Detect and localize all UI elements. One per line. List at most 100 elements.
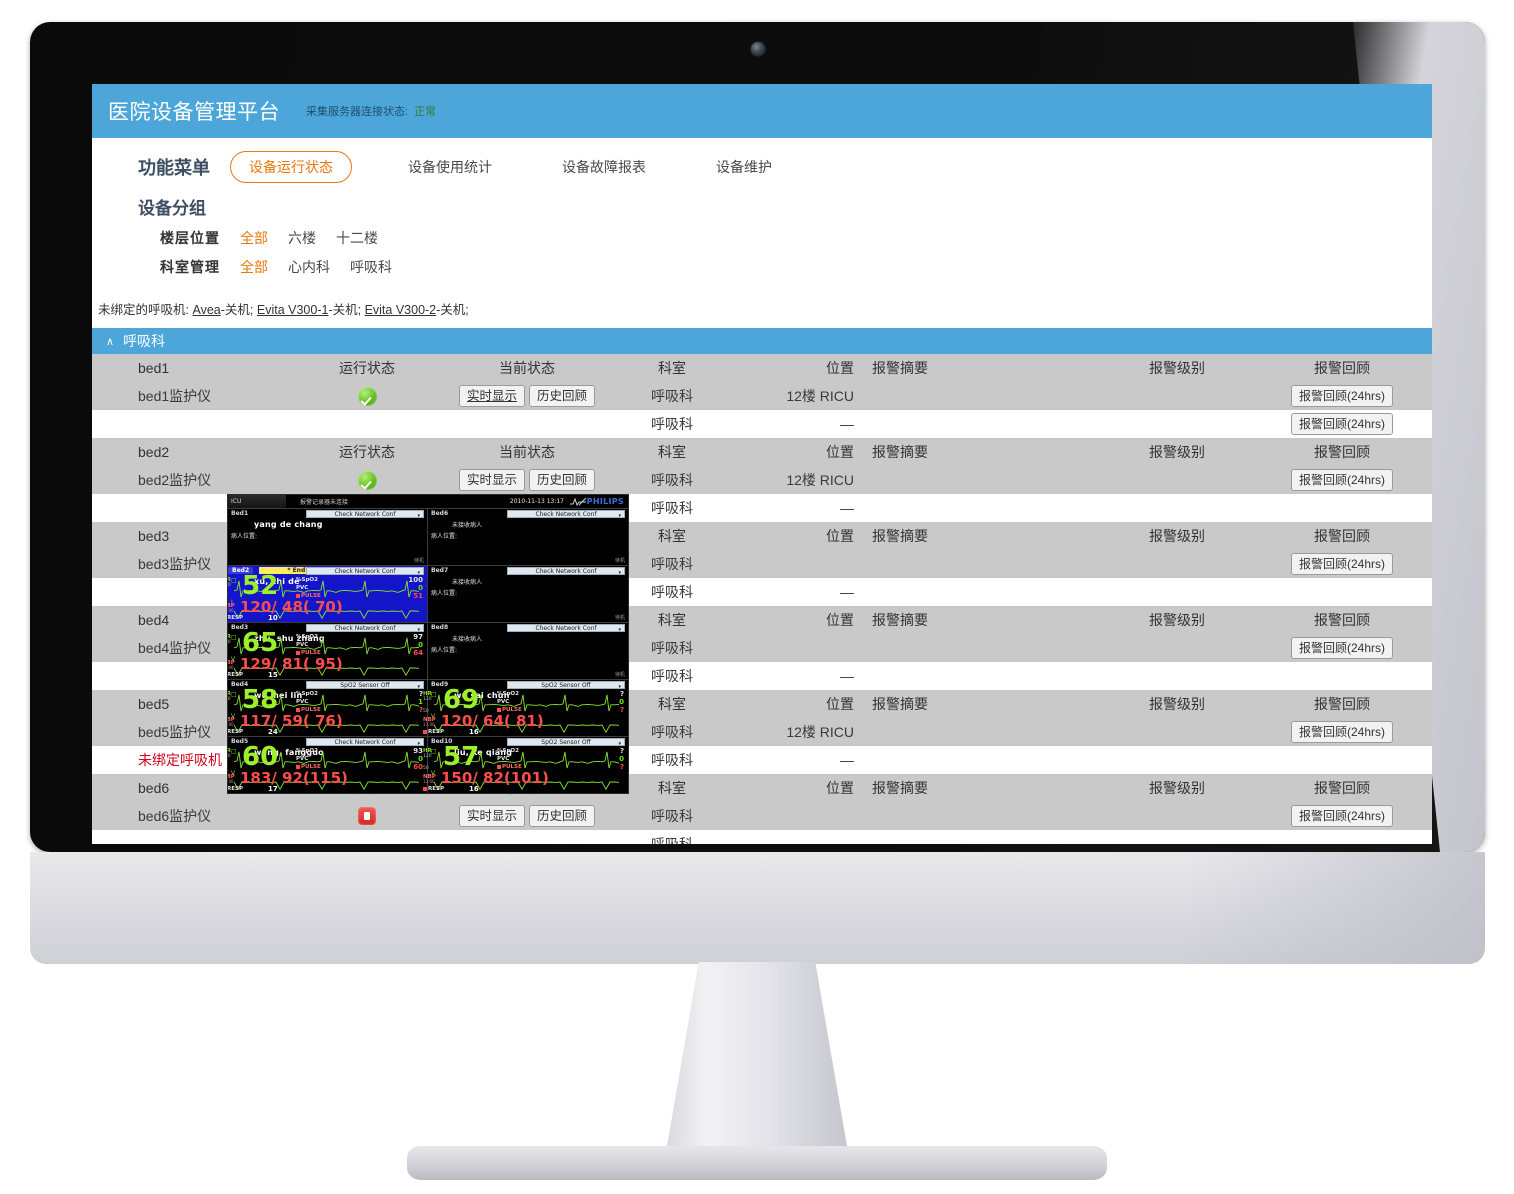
chevron-down-icon: ▾	[417, 741, 420, 747]
alarm-review-24hrs-button[interactable]: 报警回顾(24hrs)	[1290, 804, 1393, 828]
table-header-alarm-level: 报警级别	[1149, 696, 1205, 712]
table-header-department: 科室	[658, 528, 686, 544]
unbound-location-cell: —	[840, 836, 854, 844]
monitor-config-dropdown[interactable]: SpO2 Sensor Off ▾	[306, 681, 424, 690]
history-review-button[interactable]: 历史回顾	[529, 384, 596, 408]
unbound-ventilator-link-evita-v300-1[interactable]: Evita V300-1	[256, 303, 329, 317]
tab-device-usage-stats[interactable]: 设备使用统计	[408, 159, 492, 175]
realtime-display-button[interactable]: 实时显示	[458, 804, 525, 828]
monitor-pulse-label: PULSE	[296, 650, 321, 656]
monitor-config-dropdown[interactable]: Check Network Conf ▾	[306, 567, 424, 576]
monitor-nbp-label: NBP	[227, 660, 235, 666]
department-cell: 呼吸科	[651, 724, 693, 740]
alarm-review-24hrs-button[interactable]: 报警回顾(24hrs)	[1290, 412, 1393, 436]
alarm-review-24hrs-button[interactable]: 报警回顾(24hrs)	[1290, 636, 1393, 660]
waveform-icon	[570, 497, 586, 506]
monitor-hr-low-limit: 50	[423, 709, 429, 714]
monitor-lead-marker-ii: □	[431, 691, 437, 698]
monitor-config-dropdown[interactable]: Check Network Conf ▾	[507, 510, 625, 519]
unbound-run-status-cell	[292, 830, 442, 844]
monitor-ecg-waveform	[234, 580, 419, 598]
alarm-review-24hrs-button[interactable]: 报警回顾(24hrs)	[1290, 720, 1393, 744]
monitor-config-dropdown[interactable]: SpO2 Sensor Off ▾	[507, 738, 625, 747]
monitor-bed-panel[interactable]: Bed8 Check Network Conf ▾ 未接收病人 病人位置: 待机	[428, 622, 628, 679]
monitor-lead-marker-v: V	[431, 770, 436, 777]
unbound-location-cell: —	[840, 500, 854, 516]
monitor-top-bar: ICU 报警记录器未连接 2010-11-13 13:17 PHILIPS	[228, 495, 628, 508]
unbound-ventilator-link-evita-v300-2[interactable]: Evita V300-2	[364, 303, 437, 317]
unbound-location-cell: —	[840, 668, 854, 684]
monitor-bed-panel[interactable]: Bed7 Check Network Conf ▾ 未接收病人 病人位置: 待机	[428, 565, 628, 622]
filter-department-option-respiratory[interactable]: 呼吸科	[350, 259, 392, 275]
monitor-spo2-value: ?	[619, 747, 624, 755]
monitor-standby-label: 待机	[614, 558, 625, 564]
run-status-cell	[292, 382, 442, 410]
monitor-patient-name: xu, zhi de	[254, 577, 300, 586]
history-review-button[interactable]: 历史回顾	[529, 804, 596, 828]
philips-logo: PHILIPS	[586, 497, 624, 506]
connection-status-label: 采集服务器连接状态:	[306, 106, 409, 118]
monitor-config-dropdown[interactable]: Check Network Conf ▾	[507, 567, 625, 576]
table-header-alarm-level: 报警级别	[1149, 444, 1205, 460]
monitor-config-dropdown[interactable]: Check Network Conf ▾	[306, 624, 424, 633]
alarm-review-24hrs-button[interactable]: 报警回顾(24hrs)	[1290, 468, 1393, 492]
chevron-down-icon: ▾	[618, 627, 621, 633]
table-header-alarm-level: 报警级别	[1149, 360, 1205, 376]
table-header-location: 位置	[826, 444, 854, 460]
alarm-review-cell: 报警回顾(24hrs)	[1252, 550, 1432, 578]
monitor-bed-panel[interactable]: Bed1 Check Network Conf ▾ yang de chang 病人位置…	[228, 508, 428, 565]
filter-department-option-cardiology[interactable]: 心内科	[288, 259, 330, 275]
filter-floor-option-all[interactable]: 全部	[240, 230, 268, 246]
monitor-nbp-label: NBP	[423, 774, 436, 780]
monitor-hr-low-limit: 50	[227, 595, 228, 600]
realtime-display-button[interactable]: 实时显示	[458, 384, 525, 408]
monitor-patient-location-label: 病人位置:	[431, 590, 458, 597]
tab-device-maintenance[interactable]: 设备维护	[716, 159, 772, 175]
monitor-pleth-waveform	[434, 781, 619, 791]
alarm-review-24hrs-button[interactable]: 报警回顾(24hrs)	[1290, 384, 1393, 408]
monitor-bed-panel[interactable]: Bed10 SpO2 Sensor Off ▾ liu, ke qiang □ V HR 12…	[423, 736, 628, 793]
unbound-alarm-review-cell	[1252, 662, 1432, 690]
alarm-summary-cell	[862, 382, 1102, 410]
monitor-patient-location-label: 病人位置:	[431, 533, 458, 540]
filter-department-option-all[interactable]: 全部	[240, 259, 268, 275]
philips-monitor-overlay[interactable]: ICU 报警记录器未连接 2010-11-13 13:17 PHILIPS Be…	[227, 494, 629, 794]
monitor-standby-label: 待机	[614, 615, 625, 621]
table-header-alarm-level: 报警级别	[1149, 612, 1205, 628]
unbound-alarm-review-cell: 报警回顾(24hrs)	[1252, 410, 1432, 438]
filter-floor-option-6f[interactable]: 六楼	[288, 230, 316, 246]
monitor-hr-high-limit: 120	[423, 697, 432, 702]
monitor-bed-panel[interactable]: Bed6 Check Network Conf ▾ 未接收病人 病人位置: 待机	[428, 508, 628, 565]
monitor-config-dropdown[interactable]: Check Network Conf ▾	[507, 624, 625, 633]
monitor-resp-label: RESP	[228, 786, 243, 792]
unbound-ventilator-state-evita-v300-1: -关机;	[328, 303, 362, 317]
table-header-department: 科室	[658, 780, 686, 796]
table-header-run-status: 运行状态	[339, 444, 395, 460]
tab-device-running-status[interactable]: 设备运行状态	[230, 151, 352, 183]
unbound-alarm-summary-cell	[862, 662, 1102, 690]
monitor-nbp-label: NBP	[423, 717, 436, 723]
monitor-nbp-value: 183/ 92(115)	[240, 769, 348, 787]
unbound-alarm-review-cell	[1252, 746, 1432, 774]
monitor-config-dropdown[interactable]: SpO2 Sensor Off ▾	[507, 681, 625, 690]
filter-floor-option-12f[interactable]: 十二楼	[336, 230, 378, 246]
monitor-config-dropdown[interactable]: Check Network Conf ▾	[306, 510, 424, 519]
monitor-resp-label: RESP	[423, 786, 444, 792]
app-header: 医院设备管理平台 采集服务器连接状态: 正常	[92, 84, 1432, 138]
monitor-config-dropdown[interactable]: Check Network Conf ▾	[306, 738, 424, 747]
realtime-display-button[interactable]: 实时显示	[458, 468, 525, 492]
chevron-up-icon: ∧	[106, 335, 115, 348]
monitor-pvc-value: 0	[619, 755, 624, 763]
monitor-bed-panel[interactable]: Bed9 SpO2 Sensor Off ▾ wu sai chun □ V HR 120 50…	[423, 679, 628, 736]
alarm-review-24hrs-button[interactable]: 报警回顾(24hrs)	[1290, 552, 1393, 576]
section-header-respiratory[interactable]: ∧ 呼吸科	[92, 328, 1432, 354]
tab-device-fault-report[interactable]: 设备故障报表	[562, 159, 646, 175]
monitor-bed-panel[interactable]: Bed2* End Irregular HRCheck Network Conf…	[228, 565, 428, 622]
monitor-hr-value: 60	[242, 742, 279, 772]
history-review-button[interactable]: 历史回顾	[529, 468, 596, 492]
unbound-ventilator-link-avea[interactable]: Avea	[192, 303, 221, 317]
